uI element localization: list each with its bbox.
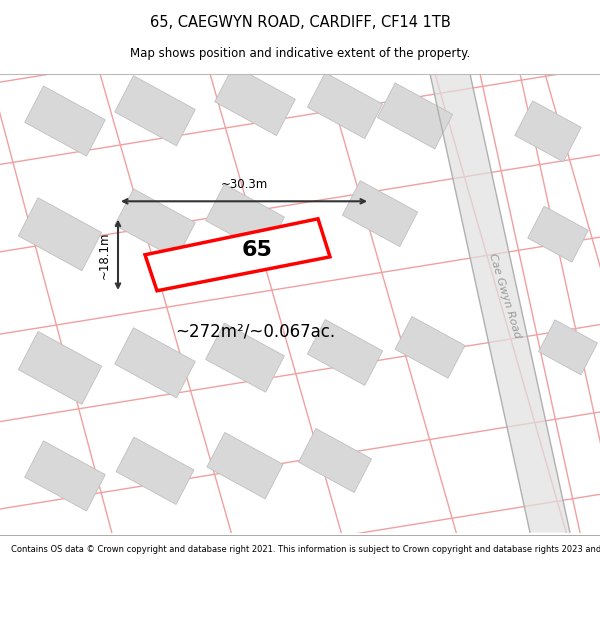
Polygon shape: [377, 83, 452, 149]
Polygon shape: [25, 86, 105, 156]
Text: Contains OS data © Crown copyright and database right 2021. This information is : Contains OS data © Crown copyright and d…: [11, 544, 600, 554]
Polygon shape: [207, 432, 283, 499]
Polygon shape: [307, 72, 383, 139]
Text: Map shows position and indicative extent of the property.: Map shows position and indicative extent…: [130, 47, 470, 59]
Polygon shape: [115, 189, 195, 259]
Polygon shape: [19, 198, 101, 271]
Polygon shape: [539, 320, 598, 375]
Polygon shape: [515, 101, 581, 162]
Text: 65: 65: [242, 240, 273, 260]
Text: ~30.3m: ~30.3m: [220, 178, 268, 191]
Text: ~18.1m: ~18.1m: [97, 231, 110, 279]
Polygon shape: [215, 66, 295, 136]
Text: Cae Gwyn Road: Cae Gwyn Road: [487, 253, 523, 339]
Text: ~272m²/~0.067ac.: ~272m²/~0.067ac.: [175, 323, 335, 341]
Polygon shape: [528, 206, 588, 262]
Polygon shape: [395, 316, 465, 378]
Polygon shape: [299, 429, 371, 493]
Text: 65, CAEGWYN ROAD, CARDIFF, CF14 1TB: 65, CAEGWYN ROAD, CARDIFF, CF14 1TB: [149, 14, 451, 29]
Polygon shape: [115, 328, 195, 398]
Polygon shape: [25, 441, 105, 511]
Polygon shape: [430, 74, 570, 532]
Polygon shape: [116, 437, 194, 504]
Polygon shape: [19, 331, 101, 404]
Polygon shape: [145, 219, 330, 291]
Polygon shape: [206, 184, 284, 253]
Polygon shape: [307, 319, 383, 386]
Polygon shape: [206, 323, 284, 392]
Polygon shape: [115, 76, 195, 146]
Polygon shape: [343, 181, 418, 247]
